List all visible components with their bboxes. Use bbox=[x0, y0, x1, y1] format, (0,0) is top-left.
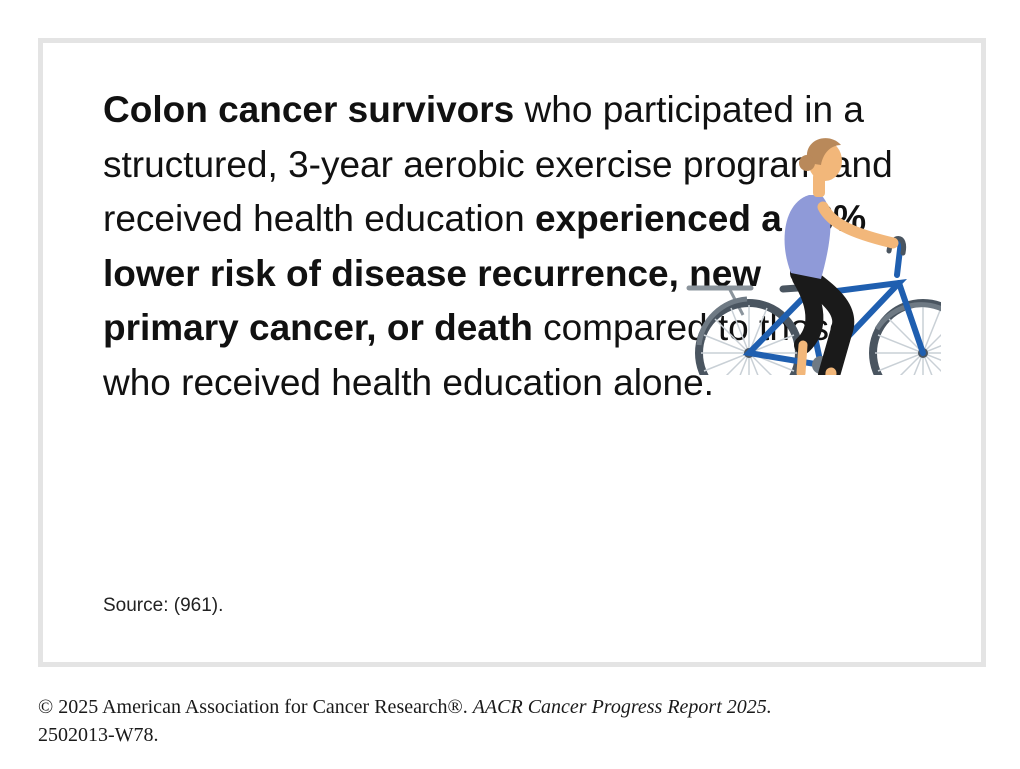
highlight-result: experienced a 28% lower risk of disease … bbox=[103, 198, 867, 348]
infographic-card: Colon cancer survivors who participated … bbox=[38, 38, 986, 667]
statement-text-1: who participated in a structured, 3-year… bbox=[103, 89, 893, 239]
copyright-text: © 2025 American Association for Cancer R… bbox=[38, 696, 473, 718]
highlight-survivors: Colon cancer survivors bbox=[103, 89, 515, 130]
source-note: Source: (961). bbox=[103, 595, 224, 616]
figure-code: 2502013-W78. bbox=[38, 724, 159, 746]
woman-cycling-illustration bbox=[686, 138, 941, 375]
copyright-footer: © 2025 American Association for Cancer R… bbox=[38, 693, 998, 749]
report-title: AACR Cancer Progress Report 2025. bbox=[472, 696, 772, 718]
